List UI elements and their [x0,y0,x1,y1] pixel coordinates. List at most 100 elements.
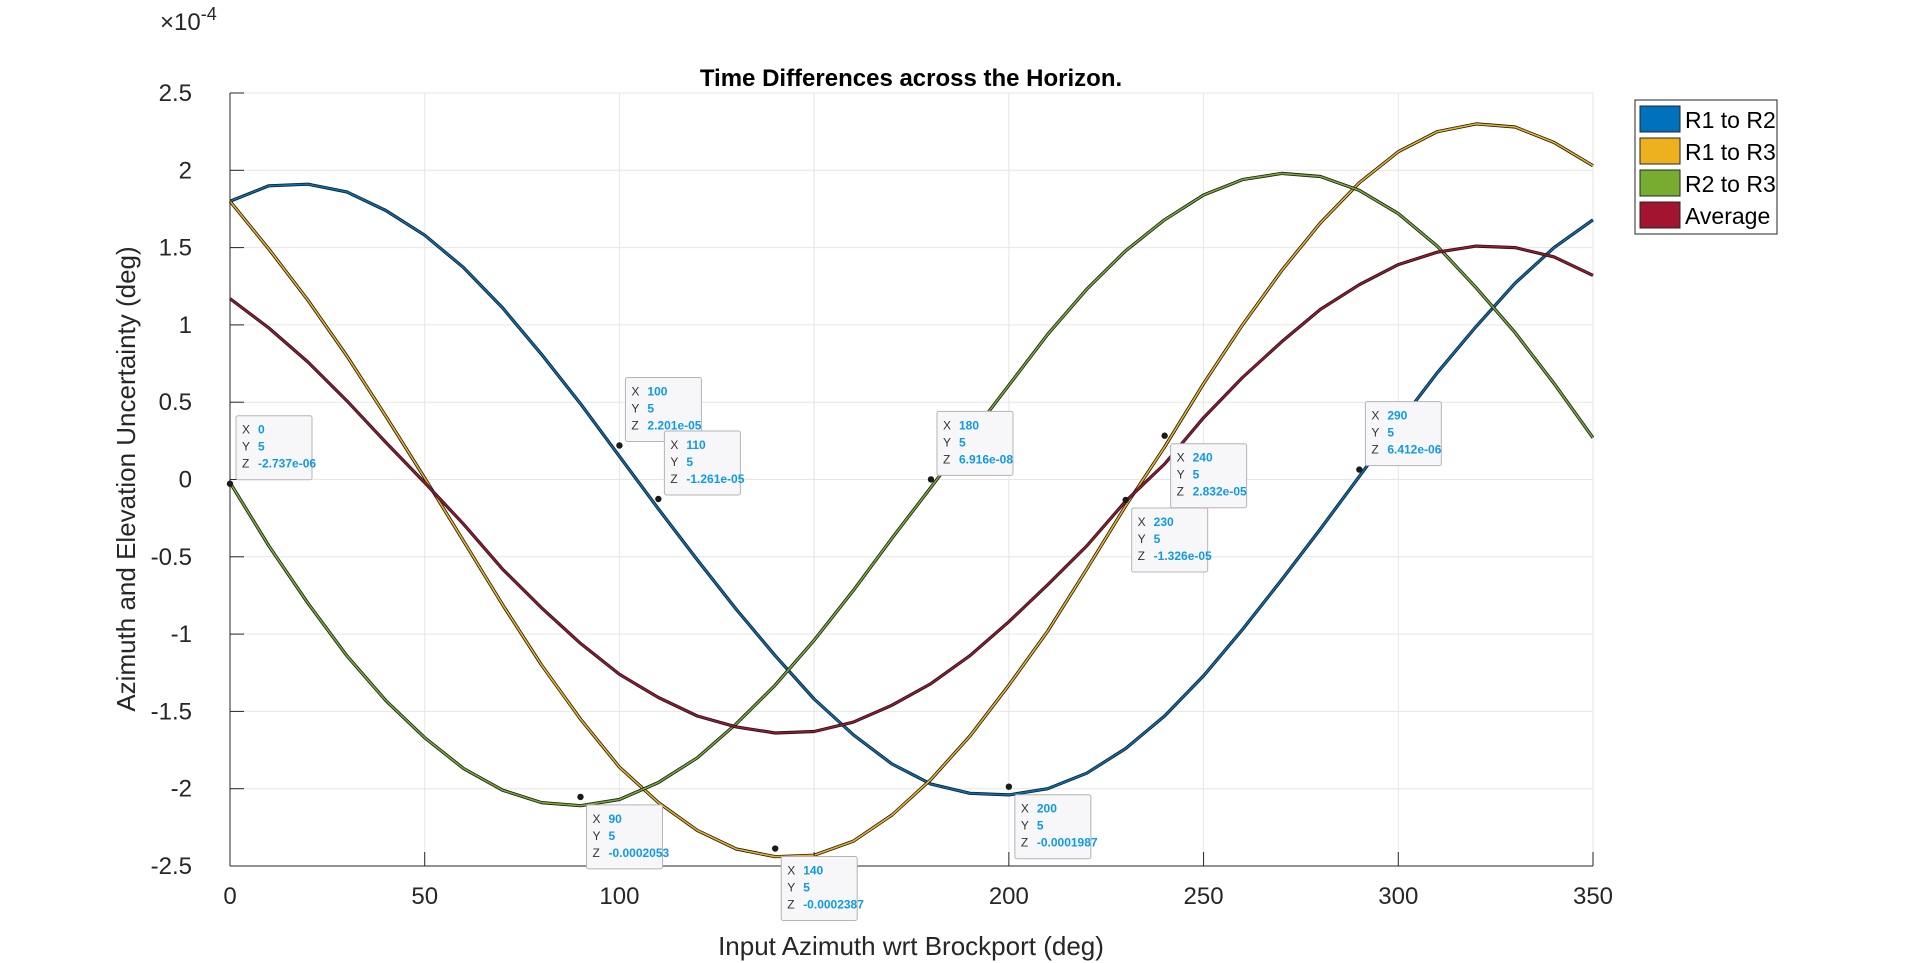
y-tick-labels: -2.5 -2 -1.5 -1 -0.5 0 0.5 1 1.5 2 2.5 [151,80,192,880]
series-layer [228,122,1595,859]
datatip-value: 140 [803,864,823,878]
datatip-key: X [943,418,951,432]
x-axis-label: Input Azimuth wrt Brockport (deg) [718,931,1104,961]
datatip-box [1131,507,1209,573]
datatip-key: Z [631,418,638,432]
datatip-value: 5 [647,401,654,415]
y-tick-label: -0.5 [151,544,192,571]
datatip-box [235,415,313,481]
datatip-key: Z [943,452,950,466]
series-line-average [229,245,1594,734]
datatip-marker [1356,466,1363,473]
datatip-marker [1122,496,1129,504]
datatip-box [624,376,702,442]
datatip-value: 5 [803,881,810,895]
datatip-key: X [242,423,250,437]
datatip-box [1364,401,1442,467]
datatip-value: -2.737e-06 [258,457,316,471]
y-tick-label: -2.5 [151,853,192,880]
datatip-value: 240 [1193,451,1213,465]
datatip-key: Y [787,881,795,895]
datatip-key: Z [1138,549,1145,563]
datatip-key: X [1177,451,1185,465]
datatip: X 290 Y 5Z 6.412e-06 [1356,401,1442,473]
legend-swatch [1639,169,1681,197]
x-tick-label: 350 [1573,883,1613,910]
datatip-value: 2.832e-05 [1193,485,1247,499]
datatip-key: Y [670,455,678,469]
datatip-key: Y [1177,468,1185,482]
y-tick-label: 1.5 [159,235,192,262]
datatip: X 140 Y 5Z -0.0002387 [772,845,864,922]
series-line-r1-to-r2 [229,183,1594,796]
datatip-box [1014,794,1092,860]
x-tick-label: 300 [1378,883,1418,910]
x-tick-label: 0 [223,883,236,910]
datatip-value: 2.201e-05 [647,418,701,432]
datatip-key: X [787,864,795,878]
datatip-value: -1.326e-05 [1154,549,1212,563]
datatip-key: Z [1371,443,1378,457]
datatip-box [1170,443,1248,509]
series-line-r2-to-r3 [229,172,1594,807]
datatip-box [663,430,741,496]
y-tick-label: -1 [171,621,192,648]
datatip-key: Z [1177,485,1184,499]
datatip-marker [577,793,584,801]
legend-swatch [1639,201,1681,229]
datatip-key: Y [1371,426,1379,440]
datatip-key: Z [242,457,249,471]
legend[interactable]: R1 to R2 R1 to R3 R2 to R3 Average [1634,99,1778,235]
y-tick-label: 2.5 [159,80,192,107]
legend-label: R1 to R2 [1685,107,1776,133]
datatip-value: 0 [258,423,265,437]
datatip-value: 230 [1154,515,1174,529]
datatip-key: X [631,384,639,398]
datatip-value: 5 [686,455,693,469]
datatip-value: 5 [1387,426,1394,440]
datatip-value: 90 [608,812,622,826]
datatip-marker [226,480,234,487]
datatip-key: X [592,812,600,826]
legend-swatch [1639,137,1681,165]
datatip-marker [927,476,935,483]
y-axis-exponent-base: ×10 [160,9,201,36]
datatip-key: Y [1138,532,1146,546]
datatip-value: 5 [608,829,615,843]
datatip-key: X [1371,409,1379,423]
datatip: X 110 Y 5Z -1.261e-05 [655,430,745,503]
datatip-value: 200 [1037,802,1057,816]
datatip-key: Y [242,440,250,454]
datatip-marker [772,845,779,852]
series-line-r1-to-r3 [229,123,1594,858]
y-tick-label: 0.5 [159,389,192,416]
datatip-box [585,804,663,870]
datatip-key: X [1138,515,1146,529]
legend-label: R1 to R3 [1685,139,1776,165]
grid-lines [229,92,1594,867]
datatip: X 230 Y 5Z -1.326e-05 [1122,496,1212,573]
datatip-marker [655,495,662,503]
legend-label: R2 to R3 [1685,171,1776,197]
datatip-value: -1.261e-05 [686,472,744,486]
datatip-key: X [670,438,678,452]
datatip-value: -0.0002387 [803,898,864,912]
datatip-value: -0.0002053 [608,846,669,860]
datatip: X 100 Y 5Z 2.201e-05 [616,376,702,449]
datatip-key: Z [670,472,677,486]
y-tick-label: 1 [179,312,192,339]
datatip-value: 5 [1193,468,1200,482]
datatip: X 90 Y 5Z -0.0002053 [577,793,670,870]
datatip-value: 5 [1037,819,1044,833]
datatip-marker [1161,432,1168,439]
chart-title: Time Differences across the Horizon. [700,65,1122,92]
legend-swatch [1639,105,1681,133]
datatip-value: 290 [1387,409,1407,423]
datatip-value: 180 [959,418,979,432]
datatip-value: 5 [1154,532,1161,546]
datatip-key: Y [943,435,951,449]
datatip-key: Y [1021,819,1029,833]
datatip-key: Y [631,401,639,415]
datatip-marker [616,442,623,449]
